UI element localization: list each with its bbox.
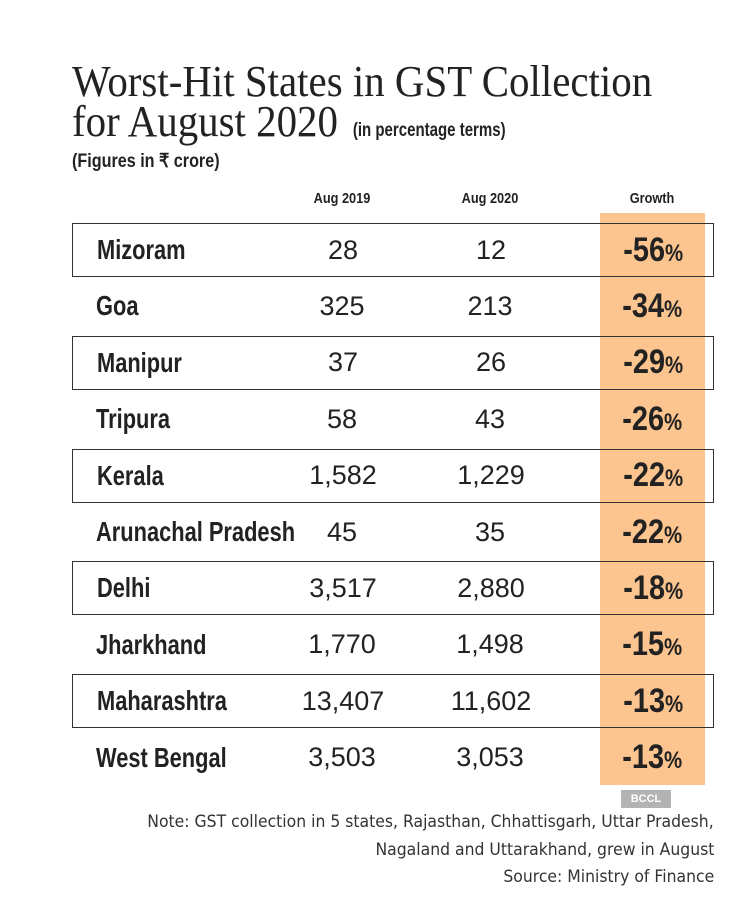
growth-value-wrap: -29%: [624, 343, 684, 382]
growth-value-wrap: -13%: [623, 738, 683, 777]
growth-value-wrap: -13%: [624, 682, 684, 721]
aug-2019-value: 1,582: [309, 460, 377, 491]
growth-value-wrap: -56%: [624, 231, 684, 270]
aug-2020-value: 26: [475, 347, 507, 378]
aug-2020-value: 2,880: [457, 572, 525, 603]
state-name: Delhi: [97, 572, 151, 604]
aug-2019-value: 3,517: [309, 572, 377, 603]
state-name: Arunachal Pradesh: [96, 516, 296, 547]
growth-cell: -13%: [601, 675, 706, 727]
growth-cell: -56%: [601, 224, 706, 276]
growth-cell: -18%: [601, 562, 706, 614]
aug-2020-value: 12: [475, 234, 507, 265]
percent-sign: %: [664, 747, 683, 775]
percent-sign: %: [665, 690, 684, 718]
growth-cell: -26%: [600, 392, 705, 446]
watermark: BCCL: [621, 790, 671, 808]
aug-2019-value: 325: [319, 290, 365, 321]
growth-value: -22: [623, 456, 666, 495]
table-row: Delhi 3,517 2,880 -18%: [72, 561, 714, 616]
percent-sign: %: [664, 295, 683, 323]
aug-2020-value: 3,053: [456, 742, 524, 773]
growth-cell: -29%: [601, 337, 706, 389]
note-line-1: Note: GST collection in 5 states, Rajast…: [147, 812, 714, 832]
column-header-aug-2019: Aug 2019: [313, 190, 371, 207]
percent-sign: %: [665, 239, 684, 267]
title-line-2-text: for August 2020: [72, 97, 338, 146]
aug-2019-value: 37: [327, 347, 359, 378]
table-row: Tripura 58 43 -26%: [72, 392, 714, 446]
growth-column-highlight: [600, 213, 705, 785]
growth-value: -34: [622, 286, 665, 325]
table-row: Maharashtra 13,407 11,602 -13%: [72, 674, 714, 729]
table-row: West Bengal 3,503 3,053 -13%: [72, 731, 714, 785]
growth-cell: -13%: [600, 731, 705, 785]
table-row: Jharkhand 1,770 1,498 -15%: [72, 618, 714, 672]
table-row: Mizoram 28 12 -56%: [72, 223, 714, 277]
aug-2019-value: 3,503: [308, 742, 376, 773]
state-name: Mizoram: [97, 234, 186, 265]
table-row: Goa 325 213 -34%: [72, 279, 714, 333]
table-row: Kerala 1,582 1,229 -22%: [72, 448, 714, 503]
growth-cell: -34%: [600, 279, 705, 333]
growth-cell: -22%: [601, 450, 706, 502]
percent-sign: %: [664, 521, 683, 549]
table-row: Arunachal Pradesh 45 35 -22%: [72, 505, 714, 559]
state-name: West Bengal: [96, 741, 227, 773]
state-name: Maharashtra: [97, 685, 227, 717]
percent-sign: %: [664, 408, 683, 436]
aug-2019-value: 1,770: [308, 629, 376, 660]
percent-sign: %: [665, 577, 684, 605]
growth-value: -13: [623, 681, 666, 720]
growth-value-wrap: -18%: [624, 569, 684, 608]
title-line-2: for August 2020 (in percentage terms): [72, 100, 533, 153]
note-line-2: Nagaland and Uttarakhand, grew in August: [375, 840, 714, 860]
growth-value-wrap: -15%: [623, 625, 683, 664]
growth-cell: -22%: [600, 505, 705, 559]
source: Source: Ministry of Finance: [503, 867, 714, 887]
aug-2019-value: 58: [326, 403, 358, 434]
growth-value: -15: [622, 625, 665, 664]
column-header-growth: Growth: [629, 190, 675, 207]
state-name: Jharkhand: [96, 628, 207, 660]
state-name: Manipur: [97, 346, 182, 378]
subtitle: (in percentage terms): [352, 120, 506, 141]
growth-value-wrap: -22%: [623, 513, 683, 552]
growth-value: -56: [623, 230, 666, 269]
aug-2019-value: 28: [327, 234, 359, 265]
growth-value: -18: [623, 568, 666, 607]
aug-2020-value: 1,229: [457, 460, 525, 491]
title-line-1: Worst-Hit States in GST Collection: [72, 57, 653, 106]
aug-2020-value: 213: [467, 290, 513, 321]
aug-2020-value: 43: [474, 403, 506, 434]
percent-sign: %: [665, 352, 684, 380]
growth-value-wrap: -26%: [623, 400, 683, 439]
aug-2019-value: 45: [326, 516, 358, 547]
percent-sign: %: [665, 465, 684, 493]
state-name: Tripura: [96, 403, 171, 435]
column-header-aug-2020: Aug 2020: [461, 190, 519, 207]
growth-value: -22: [622, 512, 665, 551]
growth-value: -29: [623, 343, 666, 382]
growth-cell: -15%: [600, 618, 705, 672]
state-name: Goa: [96, 290, 139, 322]
growth-value-wrap: -22%: [624, 456, 684, 495]
percent-sign: %: [664, 634, 683, 662]
aug-2020-value: 11,602: [450, 685, 532, 716]
growth-value: -13: [622, 738, 665, 777]
aug-2019-value: 13,407: [301, 685, 385, 716]
state-name: Kerala: [97, 459, 164, 491]
growth-value: -26: [622, 399, 665, 438]
aug-2020-value: 1,498: [456, 629, 524, 660]
growth-value-wrap: -34%: [623, 287, 683, 326]
units-label: (Figures in ₹ crore): [72, 151, 220, 172]
aug-2020-value: 35: [474, 516, 506, 547]
table-row: Manipur 37 26 -29%: [72, 335, 714, 390]
